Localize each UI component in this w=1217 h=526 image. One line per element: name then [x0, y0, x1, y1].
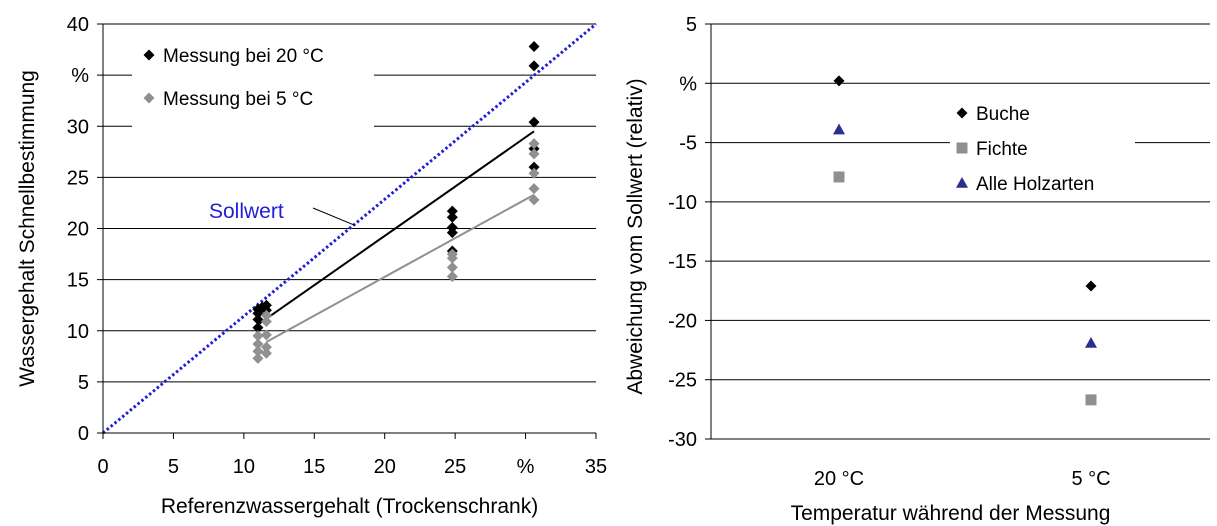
- chart2-legend-marker: [956, 177, 968, 188]
- chart1-legend-marker: [143, 49, 155, 61]
- chart1-point: [260, 347, 272, 359]
- chart1-x-tick-label: 0: [97, 456, 108, 478]
- chart1-y-tick-label: 40: [67, 14, 89, 36]
- chart1-x-tick-label: 20: [374, 456, 396, 478]
- chart1-tick-labels: 0 5 10 15 20 25% 35 0 5 10 15 20 25 30% 40: [67, 14, 607, 478]
- chart1-point: [260, 329, 272, 341]
- chart1-points: [252, 40, 540, 364]
- chart2-points: [833, 75, 1097, 406]
- chart2-point: [833, 123, 845, 135]
- chart1-point: [528, 161, 540, 173]
- chart1-y-tick-label: 5: [78, 372, 89, 394]
- chart1-y-tick-label: 15: [67, 270, 89, 292]
- chart2-legend-label: Buche: [976, 104, 1030, 125]
- chart1-reference-leader-line: [312, 207, 356, 226]
- chart1-point: [528, 116, 540, 128]
- chart1-y-axis-title: Wassergehalt Schnellbestimmung: [16, 70, 39, 387]
- chart2-legend: Buche Fichte Alle Holzarten: [950, 98, 1135, 195]
- chart1-x-tick-label: 5: [168, 456, 179, 478]
- chart1-y-tick-label: 10: [67, 321, 89, 343]
- chart1-point: [446, 248, 458, 260]
- chart1-point: [528, 138, 540, 150]
- chart1-point: [528, 148, 540, 160]
- chart1-fit-lines: [257, 130, 535, 343]
- chart2-y-axis-title: Abweichung vom Sollwert (relativ): [624, 78, 647, 394]
- chart1-point: [252, 338, 264, 350]
- chart2-point: [833, 75, 845, 87]
- chart-deviation: 5% -5 -10 -15 -20 -25 -30 20 °C 5 °C Temperatur …: [624, 14, 1210, 525]
- chart1-legend-marker: [143, 92, 155, 104]
- chart2-legend-marker: [956, 107, 968, 119]
- chart2-x-axis-title: Temperatur während der Messung: [791, 502, 1111, 525]
- chart1-y-tick-label: 20: [67, 219, 89, 241]
- chart1-y-tick-label: %: [71, 65, 89, 87]
- chart1-x-tick-label: 10: [233, 456, 255, 478]
- chart1-point: [260, 316, 272, 328]
- chart2-tick-labels: 5% -5 -10 -15 -20 -25 -30 20 °C 5 °C: [668, 14, 1110, 490]
- chart1-x-tick-label: 35: [585, 456, 607, 478]
- chart1-legend-box: [132, 40, 374, 128]
- chart2-y-tick-label: -25: [668, 370, 697, 392]
- chart1-legend-label: Messung bei 5 °C: [163, 89, 313, 110]
- chart1-reference-line: [102, 22, 597, 435]
- chart1-point: [446, 211, 458, 223]
- chart1-fit-line: [257, 130, 535, 326]
- chart2-legend-box: [950, 98, 1135, 190]
- chart2-legend-label: Alle Holzarten: [976, 174, 1094, 195]
- chart2-point: [833, 171, 845, 183]
- chart1-x-tick-label: %: [517, 456, 535, 478]
- chart1-point: [446, 271, 458, 283]
- chart2-y-tick-label: -20: [668, 310, 697, 332]
- chart1-point: [446, 205, 458, 217]
- chart1-point: [528, 167, 540, 179]
- chart1-point: [252, 352, 264, 364]
- chart1-point: [252, 345, 264, 357]
- chart2-y-tick-label: -10: [668, 192, 697, 214]
- chart2-axes: [705, 23, 1210, 440]
- chart1-point: [252, 314, 264, 326]
- chart1-point: [528, 40, 540, 52]
- chart1-y-tick-label: 30: [67, 116, 89, 138]
- chart1-point: [260, 309, 272, 321]
- chart1-point: [446, 261, 458, 273]
- chart2-x-tick-label: 20 °C: [814, 468, 864, 490]
- chart1-legend: Messung bei 20 °C Messung bei 5 °C: [132, 40, 374, 128]
- chart2-point: [1085, 394, 1097, 406]
- chart1-x-axis-title: Referenzwassergehalt (Trockenschrank): [161, 495, 538, 518]
- chart1-x-tick-label: 25: [444, 456, 466, 478]
- chart2-x-tick-label: 5 °C: [1071, 468, 1110, 490]
- chart1-point: [528, 60, 540, 72]
- chart2-y-tick-label: 5: [686, 14, 697, 36]
- chart2-y-tick-label: -5: [679, 133, 697, 155]
- chart1-y-tick-label: 0: [78, 423, 89, 445]
- chart1-reference-line-group: [102, 22, 597, 435]
- chart1-y-tick-label: 25: [67, 167, 89, 189]
- chart2-y-tick-label: -30: [668, 429, 697, 451]
- chart1-point: [252, 322, 264, 334]
- chart1-reference-label: Sollwert: [209, 200, 284, 223]
- chart1-axes: [97, 23, 597, 439]
- chart2-y-tick-label: %: [679, 73, 697, 95]
- chart2-point: [1085, 336, 1097, 348]
- chart2-legend-label: Fichte: [976, 139, 1028, 160]
- chart1-point: [252, 330, 264, 342]
- chart1-point: [528, 194, 540, 206]
- chart1-point: [260, 299, 272, 311]
- chart2-legend-marker: [956, 142, 968, 154]
- chart2-y-tick-label: -15: [668, 251, 697, 273]
- chart-moisture-comparison: 0 5 10 15 20 25% 35 0 5 10 15 20 25 30% 40 Referenzwas…: [16, 14, 607, 518]
- chart1-point: [528, 183, 540, 195]
- chart1-fit-line: [265, 193, 535, 343]
- chart1-legend-label: Messung bei 20 °C: [163, 46, 324, 67]
- chart1-point: [446, 221, 458, 233]
- chart1-x-tick-label: 15: [303, 456, 325, 478]
- chart2-gridlines: [711, 23, 1210, 381]
- chart1-point: [260, 341, 272, 353]
- chart2-point: [1085, 280, 1097, 292]
